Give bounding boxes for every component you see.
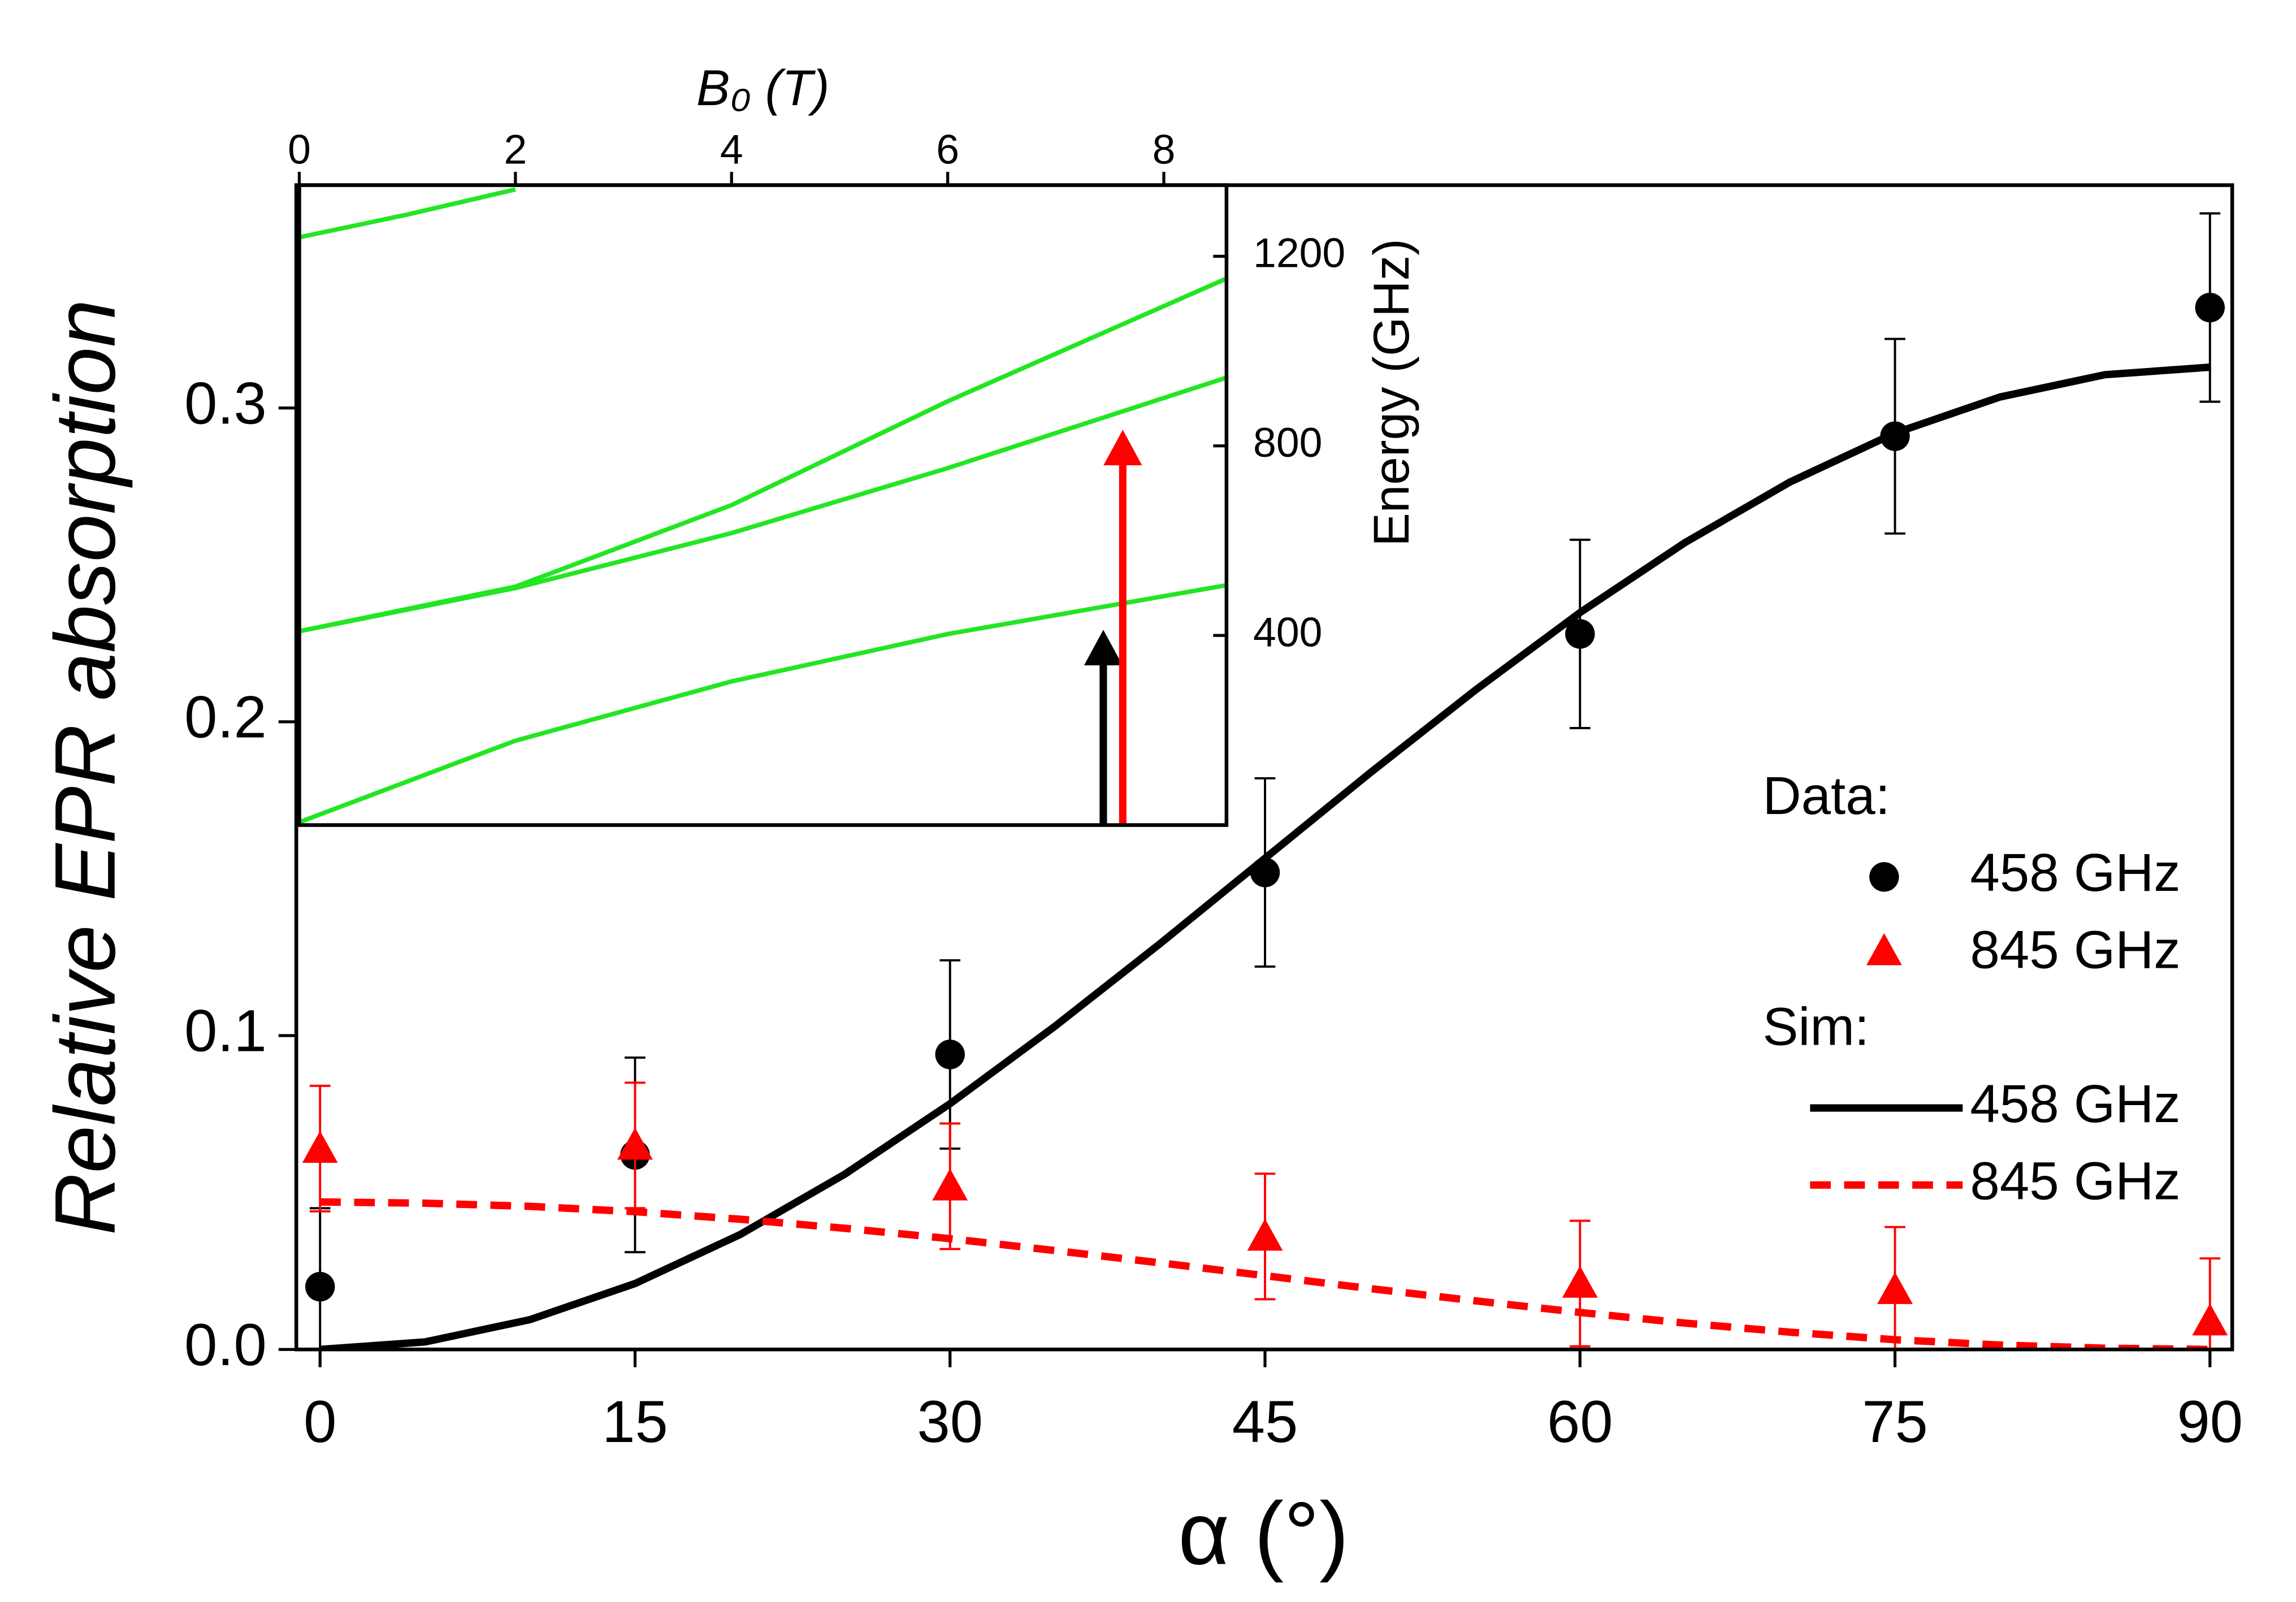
sim-line: [320, 1198, 2210, 1350]
main-plot: 0 15 30 45 60 75 90 0.0 0.1 0.2 0.3: [184, 183, 2243, 1455]
y-axis-label: Relative EPR absorption: [37, 300, 133, 1236]
data-point: [617, 1127, 653, 1160]
data-point: [2192, 1303, 2228, 1336]
data-point: [1562, 1266, 1598, 1298]
y-tick-label: 0.3: [184, 370, 267, 436]
plot-frame: [294, 183, 2234, 1352]
legend-marker: [1866, 933, 1902, 965]
inset-area: [299, 187, 1227, 825]
data-point: [1877, 1272, 1913, 1304]
legend-label: 845 GHz: [1970, 920, 2180, 979]
x-tick-label: 60: [1547, 1389, 1613, 1455]
y-tick-label: 0.0: [184, 1312, 267, 1378]
arrow-head: [1084, 630, 1123, 665]
sim-line: [319, 363, 2211, 1350]
y-tick-label: 0.2: [184, 685, 267, 751]
x-tick-label: 15: [602, 1389, 668, 1455]
x-tick-label: 30: [917, 1389, 983, 1455]
data-point: [935, 1040, 965, 1070]
x-tick-label: 75: [1862, 1389, 1928, 1455]
inset-plot: 0 2 4 6 8 400 800 1200 B₀ (T) Energy (GHz): [288, 59, 1419, 827]
legend-title: Data:: [1762, 766, 1890, 825]
data-point: [302, 1131, 338, 1163]
plot-area: [302, 212, 2228, 1350]
data-point: [2195, 292, 2225, 323]
y-tick-label: 400: [1253, 609, 1322, 656]
y-tick-label: 0.1: [184, 998, 267, 1064]
data-point: [1247, 1218, 1283, 1251]
inset-background: [299, 185, 1227, 825]
x-tick-label: 0: [304, 1389, 336, 1455]
energy-level: [299, 375, 1227, 634]
x-tick-label: 8: [1153, 126, 1176, 172]
x-tick-label: 0: [288, 126, 311, 172]
data-point: [932, 1168, 968, 1201]
x-tick-label: 90: [2177, 1389, 2243, 1455]
inset-x-label: B₀ (T): [696, 59, 829, 116]
energy-level: [299, 187, 516, 240]
x-tick-label: 4: [720, 126, 743, 172]
legend-label: 845 GHz: [1970, 1151, 2180, 1210]
data-point: [305, 1271, 335, 1302]
x-tick-label: 6: [936, 126, 959, 172]
legend: Data: 458 GHz 845 GHz Sim: 458 GHz 845 GHz: [1762, 766, 2180, 1210]
arrow-head: [1103, 430, 1142, 466]
inset-y-label: Energy (GHz): [1363, 239, 1419, 546]
inset-frame: [297, 183, 1229, 827]
legend-label: 458 GHz: [1970, 843, 2180, 902]
legend-marker: [1869, 862, 1899, 892]
data-point: [1565, 619, 1595, 649]
x-tick-label: 2: [504, 126, 527, 172]
y-tick-label: 1200: [1253, 230, 1345, 276]
energy-level: [299, 583, 1227, 825]
y-tick-label: 800: [1253, 419, 1322, 466]
legend-title: Sim:: [1762, 997, 1869, 1057]
x-axis-label: α (°): [1178, 1484, 1349, 1583]
x-tick-label: 45: [1232, 1389, 1298, 1455]
legend-label: 458 GHz: [1970, 1074, 2180, 1133]
